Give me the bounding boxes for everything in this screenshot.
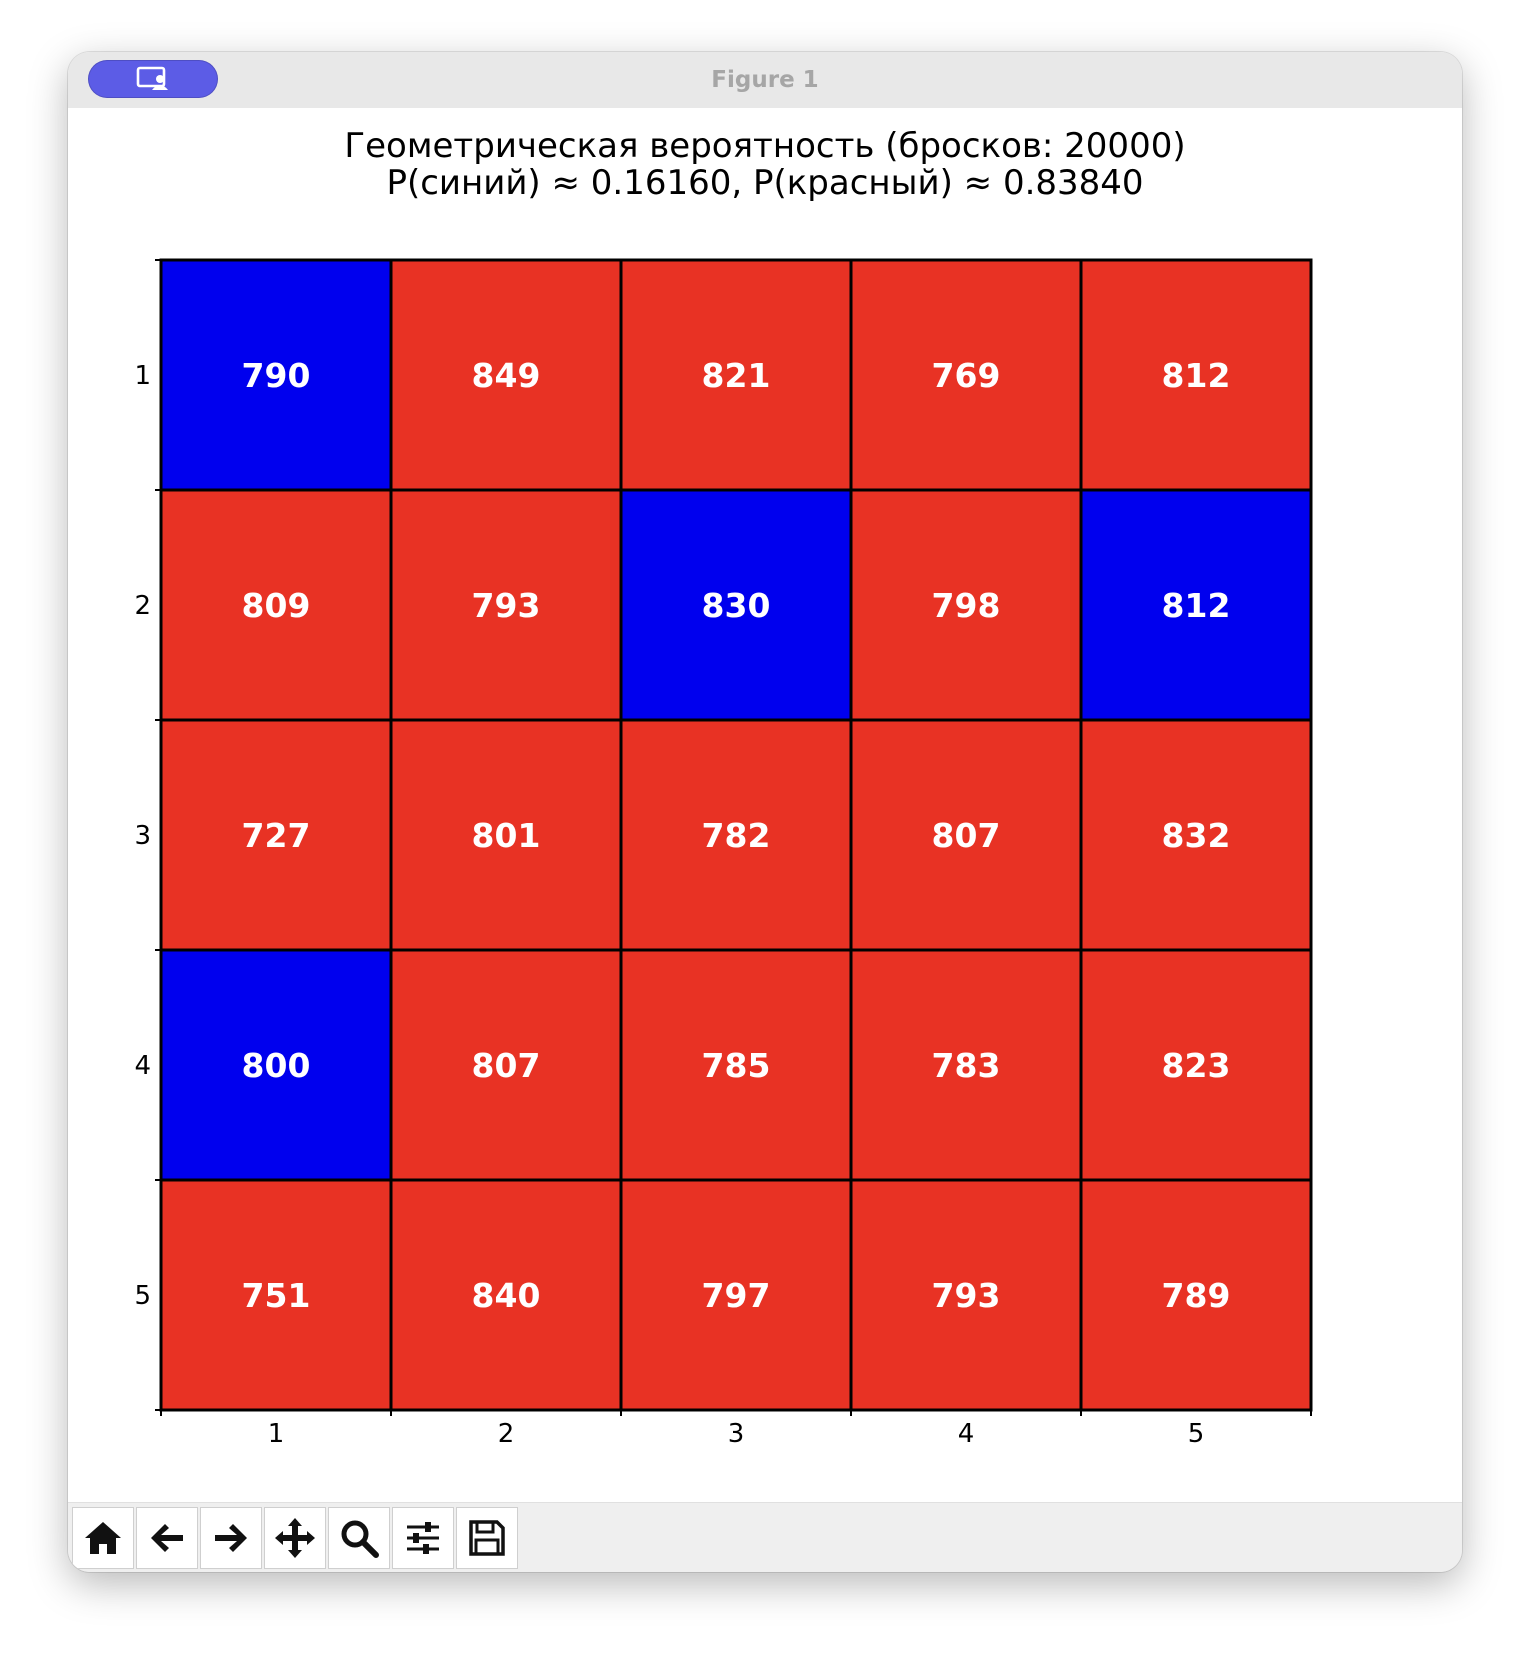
zoom-button[interactable] <box>328 1507 390 1569</box>
configure-subplots-button[interactable] <box>392 1507 454 1569</box>
cell-value-label: 812 <box>1162 356 1231 395</box>
y-tick-label: 5 <box>134 1281 151 1311</box>
heatmap-cell <box>619 488 853 722</box>
y-tick-label: 3 <box>134 821 151 851</box>
y-tick-label: 4 <box>134 1051 151 1081</box>
cell-value-label: 840 <box>472 1276 541 1315</box>
figure-canvas: Геометрическая вероятность (бросков: 200… <box>68 108 1462 1502</box>
cell-value-label: 793 <box>472 586 541 625</box>
heatmap-cell <box>849 948 1083 1182</box>
heatmap-cell <box>849 488 1083 722</box>
cell-value-label: 785 <box>702 1046 771 1085</box>
arrow-left-icon <box>151 1524 183 1552</box>
heatmap-cell <box>1079 1178 1313 1412</box>
heatmap-chart: 790 849 821 769 812 809 793 830 798 812 727 801 782 8… <box>134 258 1313 1449</box>
y-tick-label: 1 <box>134 361 151 391</box>
cell-value-label: 801 <box>472 816 541 855</box>
cell-value-label: 823 <box>1162 1046 1231 1085</box>
heatmap-cell <box>619 718 853 952</box>
heatmap-cell <box>389 948 623 1182</box>
cell-value-label: 789 <box>1162 1276 1231 1315</box>
heatmap-cell <box>1079 718 1313 952</box>
heatmap-cell <box>159 948 393 1182</box>
floppy-disk-icon <box>469 1520 505 1556</box>
heatmap-cell <box>1079 948 1313 1182</box>
cell-value-label: 798 <box>932 586 1001 625</box>
arrow-right-icon <box>215 1524 247 1552</box>
cell-value-label: 821 <box>702 356 771 395</box>
cell-value-label: 793 <box>932 1276 1001 1315</box>
pan-button[interactable] <box>264 1507 326 1569</box>
cell-value-label: 807 <box>472 1046 541 1085</box>
cell-value-label: 727 <box>242 816 311 855</box>
x-tick-label: 3 <box>728 1419 745 1449</box>
titlebar: Figure 1 <box>68 52 1462 109</box>
forward-button[interactable] <box>200 1507 262 1569</box>
cell-value-label: 849 <box>472 356 541 395</box>
chart-title-line2: P(синий) ≈ 0.16160, P(красный) ≈ 0.83840 <box>386 163 1144 203</box>
move-icon <box>275 1518 315 1558</box>
save-button[interactable] <box>456 1507 518 1569</box>
x-tick-label: 4 <box>958 1419 975 1449</box>
figure-window: Figure 1 Геометрическая вероятность (бро… <box>68 52 1462 1572</box>
y-tick-label: 2 <box>134 591 151 621</box>
heatmap-cell <box>389 488 623 722</box>
heatmap-cell <box>1079 258 1313 492</box>
chart-title-line1: Геометрическая вероятность (бросков: 200… <box>344 126 1186 166</box>
cell-value-label: 800 <box>242 1046 311 1085</box>
cell-value-label: 790 <box>242 356 311 395</box>
home-icon <box>85 1522 121 1554</box>
cell-value-label: 783 <box>932 1046 1001 1085</box>
axes-frame <box>159 258 1313 1412</box>
window-title: Figure 1 <box>711 67 819 93</box>
cell-value-label: 830 <box>702 586 771 625</box>
navigation-toolbar <box>68 1502 1462 1572</box>
cell-value-label: 782 <box>702 816 771 855</box>
heatmap-cell <box>849 1178 1083 1412</box>
cell-value-label: 751 <box>242 1276 311 1315</box>
x-tick-label: 1 <box>268 1419 285 1449</box>
sliders-icon <box>407 1522 439 1554</box>
heatmap-cell <box>849 718 1083 952</box>
magnifier-icon <box>341 1520 379 1558</box>
cell-value-label: 832 <box>1162 816 1231 855</box>
cell-value-label: 809 <box>242 586 311 625</box>
x-tick-label: 5 <box>1188 1419 1205 1449</box>
screen-share-icon <box>136 66 168 90</box>
x-tick-label: 2 <box>498 1419 515 1449</box>
cell-value-label: 769 <box>932 356 1001 395</box>
cell-value-label: 797 <box>702 1276 771 1315</box>
cell-value-label: 807 <box>932 816 1001 855</box>
screen-share-button[interactable] <box>88 60 218 98</box>
cell-value-label: 812 <box>1162 586 1231 625</box>
home-button[interactable] <box>72 1507 134 1569</box>
heatmap-cell <box>389 1178 623 1412</box>
heatmap-cell <box>619 948 853 1182</box>
back-button[interactable] <box>136 1507 198 1569</box>
heatmap-cell <box>619 1178 853 1412</box>
